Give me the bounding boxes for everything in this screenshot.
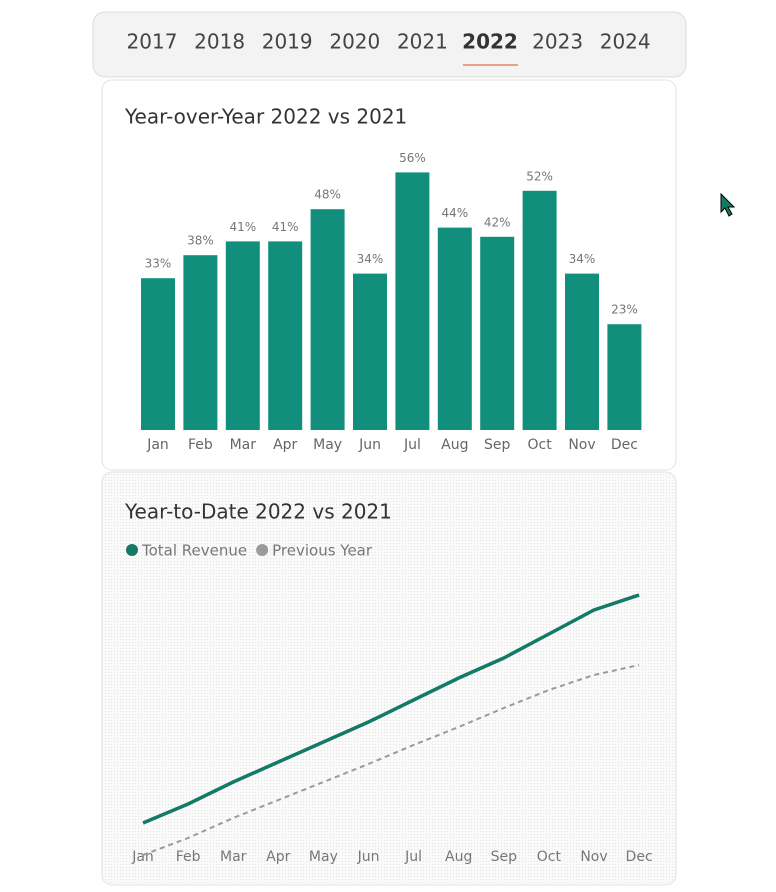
x-tick-label: May <box>309 849 338 865</box>
year-tab[interactable]: 2020 <box>329 30 380 54</box>
bar <box>437 227 472 430</box>
x-tick-label: Jul <box>403 437 421 453</box>
data-label: 34% <box>569 252 596 266</box>
year-tab[interactable]: 2018 <box>194 30 245 54</box>
data-label: 56% <box>399 151 426 165</box>
chart-title: Year-over-Year 2022 vs 2021 <box>124 105 407 129</box>
x-tick-label: Jul <box>404 849 422 865</box>
year-tab[interactable]: 2024 <box>600 30 651 54</box>
bar <box>565 273 599 430</box>
line-series <box>142 593 640 825</box>
bar <box>183 255 218 430</box>
bar <box>310 209 345 430</box>
x-tick-label: Oct <box>527 437 552 453</box>
data-label: 52% <box>526 169 553 183</box>
data-label: 38% <box>187 234 214 248</box>
ytd-card <box>101 471 677 886</box>
legend-marker <box>256 544 269 556</box>
data-label: 41% <box>229 220 256 234</box>
x-tick-label: Nov <box>580 849 607 865</box>
bar <box>522 190 557 430</box>
x-tick-label: Jun <box>358 437 381 453</box>
bar <box>225 241 260 430</box>
data-label: 42% <box>484 215 511 229</box>
data-label: 34% <box>357 252 384 266</box>
x-tick-label: May <box>313 437 342 453</box>
x-tick-label: Sep <box>484 437 511 453</box>
x-tick-label: Mar <box>230 437 257 453</box>
mouse-cursor <box>720 192 736 217</box>
data-label: 44% <box>441 206 468 220</box>
x-tick-label: Jun <box>357 849 380 865</box>
bar <box>607 324 642 430</box>
x-tick-label: Nov <box>568 437 595 453</box>
x-tick-label: Aug <box>445 849 472 865</box>
legend-label: Total Revenue <box>141 542 247 560</box>
x-tick-label: Aug <box>441 437 468 453</box>
x-tick-label: Sep <box>491 849 518 865</box>
year-tab[interactable]: 2023 <box>532 30 583 54</box>
x-tick-label: Feb <box>176 849 201 865</box>
legend-label: Previous Year <box>272 542 373 560</box>
bar <box>480 236 515 430</box>
x-tick-label: Apr <box>266 849 290 865</box>
year-tab[interactable]: 2017 <box>127 30 178 54</box>
x-tick-label: Dec <box>626 849 653 865</box>
bar <box>268 241 303 430</box>
legend-marker <box>126 544 138 556</box>
selected-underline <box>463 64 518 66</box>
chart-title: Year-to-Date 2022 vs 2021 <box>124 500 392 524</box>
x-tick-label: Dec <box>611 437 638 453</box>
x-tick-label: Apr <box>273 437 297 453</box>
data-label: 41% <box>272 220 299 234</box>
data-label: 33% <box>145 257 172 271</box>
year-tab[interactable]: 2022 <box>462 30 518 54</box>
x-tick-label: Mar <box>220 849 247 865</box>
x-tick-label: Jan <box>146 437 169 453</box>
x-tick-label: Oct <box>537 849 562 865</box>
year-tab[interactable]: 2019 <box>262 30 313 54</box>
year-tab[interactable]: 2021 <box>397 30 448 54</box>
year-tab-bar <box>92 11 687 78</box>
bar <box>353 273 387 430</box>
data-label: 48% <box>314 188 341 202</box>
data-label: 23% <box>611 303 638 317</box>
x-tick-label: Feb <box>188 437 213 453</box>
x-tick-label: Jan <box>131 849 154 865</box>
bar <box>141 278 175 430</box>
bar <box>395 172 430 430</box>
